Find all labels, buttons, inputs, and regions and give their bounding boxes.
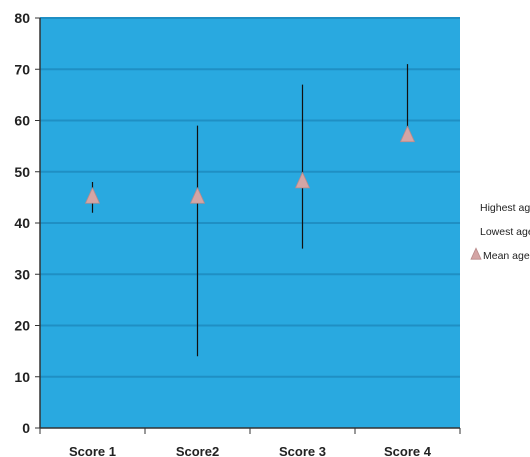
gridlines [40, 17, 460, 378]
data-marks [84, 64, 416, 357]
x-category-label: Score2 [176, 444, 219, 457]
y-tick-label: 80 [14, 10, 30, 26]
legend-label-mean-age: Mean age [483, 250, 530, 262]
legend-triangle-icon [470, 247, 482, 260]
y-tick-label: 60 [14, 113, 30, 129]
y-tick-label: 50 [14, 164, 30, 180]
y-tick-label: 0 [22, 420, 30, 436]
y-tick-label: 40 [14, 215, 30, 231]
legend-label-highest-age: Highest age [480, 202, 530, 214]
y-tick-label: 20 [14, 318, 30, 334]
x-category-label: Score 3 [279, 444, 326, 457]
x-axis-categories: Score 1 Score2 Score 3 Score 4 [69, 444, 432, 457]
x-category-label: Score 4 [384, 444, 432, 457]
mean-age-marker [294, 171, 311, 189]
y-tick-label: 30 [14, 266, 30, 282]
mean-age-marker [189, 186, 206, 204]
legend: Highest age Lowest age Mean age [470, 202, 530, 262]
y-tick-label: 10 [14, 369, 30, 385]
mean-age-marker [399, 125, 416, 143]
x-category-label: Score 1 [69, 444, 116, 457]
y-tick-label: 70 [14, 61, 30, 77]
mean-age-marker [84, 186, 101, 204]
legend-label-lowest-age: Lowest age [480, 226, 530, 238]
y-axis-ticks: 0 10 20 30 40 50 60 70 80 [14, 10, 40, 436]
